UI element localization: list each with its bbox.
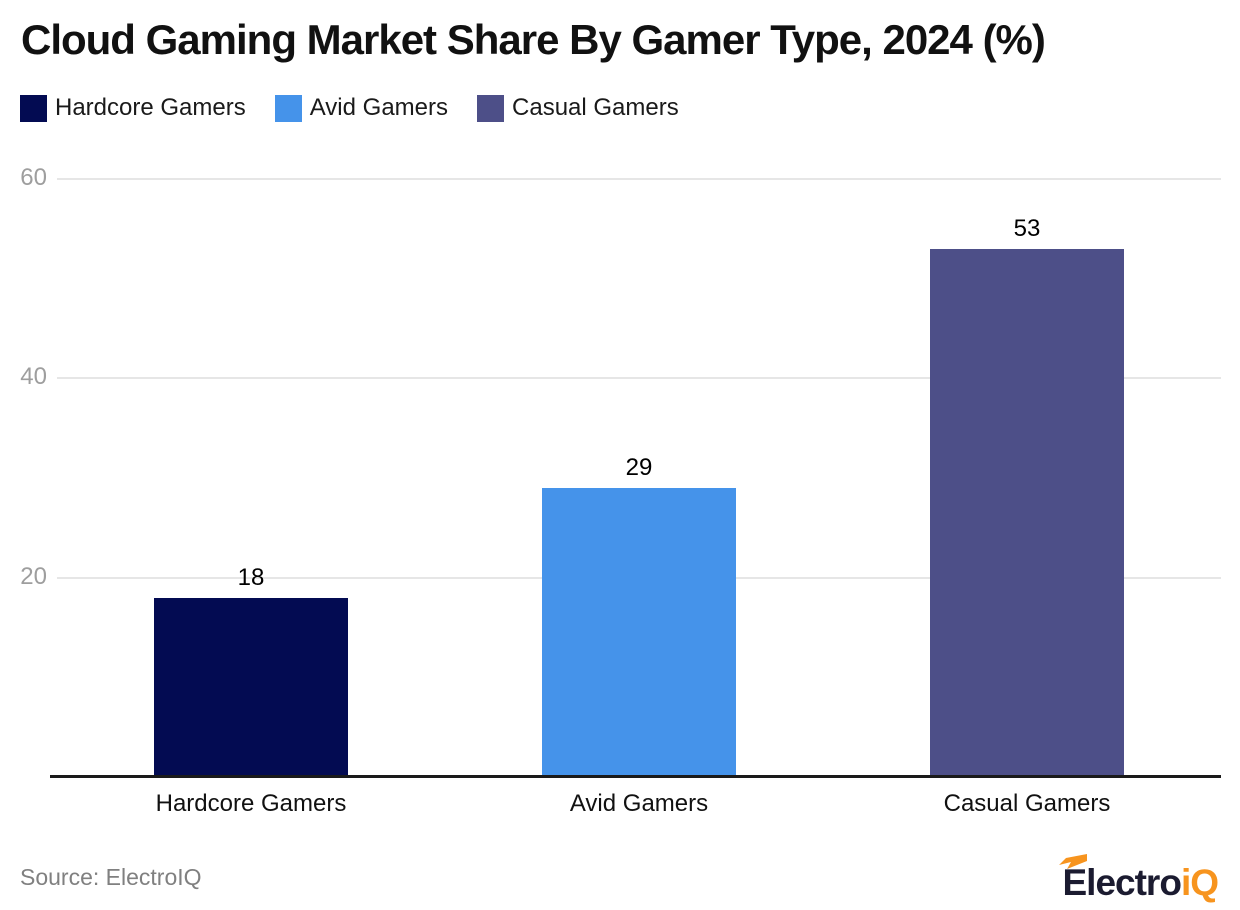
- legend-swatch-avid-gamers: [274, 94, 302, 122]
- lightning-bolt-icon: [1058, 854, 1087, 869]
- x-axis-line: [50, 775, 1221, 778]
- legend-item-casual-gamers: Casual Gamers: [477, 94, 679, 122]
- legend-swatch-hardcore-gamers: [20, 94, 47, 122]
- electroiq-logo: ElectroiQ: [1058, 854, 1219, 904]
- logo-text-accent: iQ: [1180, 862, 1219, 903]
- legend-item-hardcore-gamers: Hardcore Gamers: [20, 94, 246, 122]
- source-text: Source: ElectroIQ: [20, 864, 202, 890]
- bar-casual-gamers: [930, 249, 1124, 777]
- x-axis-category-label-avid-gamers: Avid Gamers: [569, 790, 709, 817]
- x-axis-category-label-casual-gamers: Casual Gamers: [943, 790, 1111, 817]
- legend-label-hardcore-gamers: Hardcore Gamers: [55, 94, 246, 121]
- y-axis-tick-label: 20: [20, 563, 47, 590]
- y-axis-tick-label: 60: [20, 164, 47, 191]
- bar-hardcore-gamers: [154, 598, 348, 777]
- x-axis-category-label-hardcore-gamers: Hardcore Gamers: [155, 790, 347, 817]
- legend-label-casual-gamers: Casual Gamers: [512, 94, 679, 121]
- logo-text-dark: Electro: [1062, 862, 1182, 903]
- legend-label-avid-gamers: Avid Gamers: [309, 94, 449, 121]
- bar-value-label-casual-gamers: 53: [1013, 215, 1041, 242]
- bar-value-label-hardcore-gamers: 18: [237, 564, 265, 591]
- y-axis-tick-label: 40: [20, 363, 47, 390]
- chart-title: Cloud Gaming Market Share By Gamer Type,…: [21, 16, 1046, 63]
- gridline-40: [57, 377, 1221, 379]
- legend: Hardcore Gamers Avid Gamers Casual Gamers: [20, 94, 679, 122]
- bar-value-label-avid-gamers: 29: [625, 454, 653, 481]
- legend-item-avid-gamers: Avid Gamers: [274, 94, 449, 122]
- bar-avid-gamers: [542, 488, 736, 777]
- gridline-60: [57, 178, 1221, 180]
- legend-swatch-casual-gamers: [477, 94, 505, 122]
